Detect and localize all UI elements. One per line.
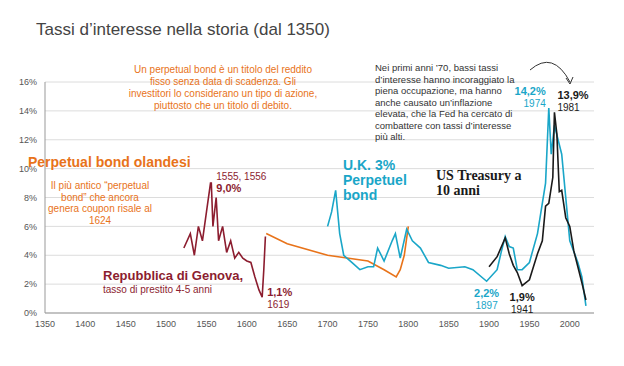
- svg-text:1897: 1897: [475, 300, 498, 311]
- svg-text:6%: 6%: [24, 222, 37, 232]
- svg-text:1750: 1750: [358, 319, 378, 329]
- svg-text:16%: 16%: [19, 77, 37, 87]
- svg-text:4%: 4%: [24, 250, 37, 260]
- svg-text:1900: 1900: [479, 319, 499, 329]
- svg-text:1619: 1619: [267, 299, 290, 310]
- svg-text:9,0%: 9,0%: [216, 182, 241, 194]
- svg-text:1950: 1950: [519, 319, 539, 329]
- svg-text:0%: 0%: [24, 308, 37, 318]
- svg-text:14%: 14%: [19, 106, 37, 116]
- svg-text:1941: 1941: [511, 304, 534, 315]
- svg-text:1400: 1400: [75, 319, 95, 329]
- svg-text:1555, 1556: 1555, 1556: [216, 171, 266, 182]
- svg-text:14,2%: 14,2%: [515, 85, 546, 97]
- svg-text:1600: 1600: [237, 319, 257, 329]
- svg-text:2,2%: 2,2%: [474, 287, 499, 299]
- svg-text:1500: 1500: [156, 319, 176, 329]
- svg-text:1350: 1350: [35, 319, 55, 329]
- svg-text:2000: 2000: [560, 319, 580, 329]
- svg-text:1450: 1450: [116, 319, 136, 329]
- svg-text:2%: 2%: [24, 279, 37, 289]
- svg-text:1850: 1850: [439, 319, 459, 329]
- svg-text:1,1%: 1,1%: [267, 286, 292, 298]
- svg-text:1550: 1550: [196, 319, 216, 329]
- svg-text:1650: 1650: [277, 319, 297, 329]
- svg-text:1700: 1700: [318, 319, 338, 329]
- svg-text:13,9%: 13,9%: [557, 89, 588, 101]
- svg-text:1800: 1800: [398, 319, 418, 329]
- svg-text:1974: 1974: [524, 98, 547, 109]
- svg-text:1,9%: 1,9%: [510, 291, 535, 303]
- svg-text:1981: 1981: [557, 102, 580, 113]
- svg-text:12%: 12%: [19, 135, 37, 145]
- svg-text:8%: 8%: [24, 193, 37, 203]
